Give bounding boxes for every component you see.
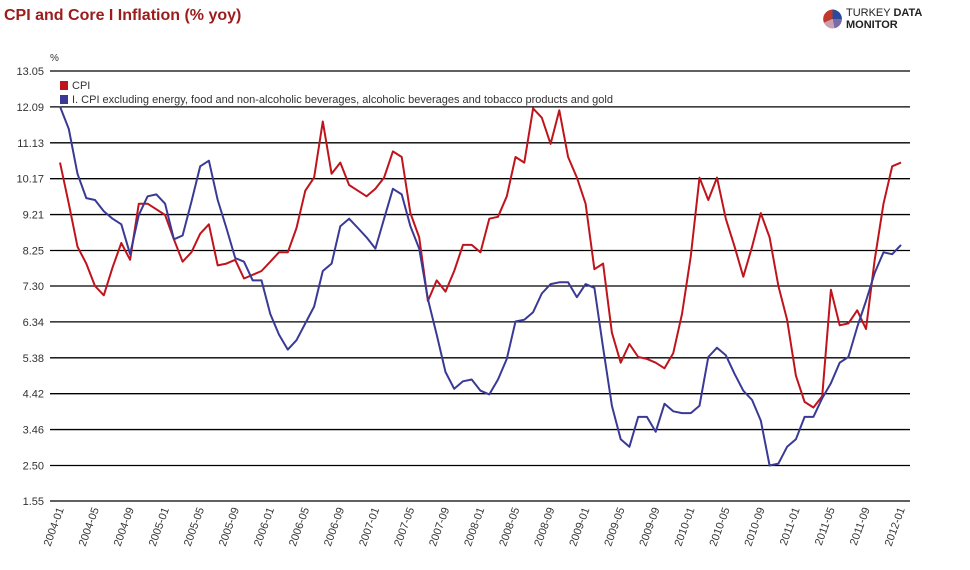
- y-tick-label: 13.05: [16, 66, 44, 78]
- legend-swatch-core-i: [60, 95, 68, 104]
- x-tick-label: 2009-09: [637, 506, 662, 548]
- y-tick-label: 4.42: [23, 389, 44, 401]
- x-tick-label: 2005-01: [147, 506, 172, 548]
- x-tick-label: 2004-01: [42, 506, 67, 548]
- legend-swatch-cpi: [60, 81, 68, 90]
- x-tick-label: 2005-09: [217, 506, 242, 548]
- y-tick-label: 6.34: [23, 317, 44, 329]
- series-lines: [59, 106, 902, 467]
- pie-logo-icon: [823, 9, 842, 29]
- x-tick-label: 2011-09: [848, 506, 873, 547]
- x-tick-label: 2010-05: [708, 506, 733, 548]
- x-tick-label: 2009-05: [602, 506, 627, 548]
- cpi-line: [59, 107, 902, 409]
- core-i-line: [59, 106, 902, 467]
- x-tick-label: 2011-01: [778, 506, 803, 547]
- turkey-data-monitor-logo: TURKEY DATA MONITOR: [823, 7, 970, 31]
- x-tick-label: 2007-05: [392, 506, 417, 548]
- y-axis-unit-label: %: [50, 53, 59, 64]
- legend-label-core-i: I. CPI excluding energy, food and non-al…: [72, 94, 613, 106]
- y-tick-label: 3.46: [23, 425, 44, 437]
- legend-item-cpi: CPI: [60, 79, 613, 93]
- x-tick-labels: 2004-01 2004-05 2004-09 2005-01 2005-05 2005-…: [42, 506, 908, 548]
- y-tick-label: 12.09: [16, 102, 44, 114]
- x-tick-label: 2008-09: [532, 506, 557, 548]
- y-tick-label: 11.13: [17, 138, 44, 150]
- x-tick-label: 2008-05: [497, 506, 522, 548]
- legend: CPI I. CPI excluding energy, food and no…: [60, 79, 613, 107]
- y-tick-label: 7.30: [23, 281, 44, 293]
- chart-title: CPI and Core I Inflation (% yoy): [4, 7, 242, 24]
- x-tick-label: 2010-09: [743, 506, 768, 548]
- x-tick-label: 2004-09: [112, 506, 137, 548]
- x-tick-label: 2006-05: [287, 506, 312, 548]
- gridlines: [50, 70, 910, 502]
- x-tick-label: 2005-05: [182, 506, 207, 548]
- y-tick-label: 10.17: [16, 174, 44, 186]
- y-tick-label: 5.38: [23, 353, 44, 365]
- x-tick-label: 2009-01: [567, 506, 592, 548]
- logo-text-light: TURKEY: [845, 7, 891, 19]
- x-tick-label: 2006-01: [252, 506, 277, 548]
- legend-item-core-i: I. CPI excluding energy, food and non-al…: [60, 93, 613, 107]
- x-tick-label: 2008-01: [462, 506, 487, 548]
- y-tick-label: 9.21: [23, 210, 44, 222]
- x-tick-label: 2012-01: [883, 506, 908, 548]
- x-tick-label: 2004-05: [77, 506, 102, 548]
- y-tick-label: 2.50: [23, 460, 44, 472]
- x-tick-label: 2006-09: [322, 506, 347, 548]
- x-tick-label: 2011-05: [813, 506, 838, 547]
- y-tick-label: 1.55: [23, 496, 44, 508]
- legend-label-cpi: CPI: [72, 80, 91, 92]
- x-tick-label: 2007-01: [357, 506, 382, 548]
- x-tick-label: 2010-01: [672, 506, 697, 548]
- x-tick-label: 2007-09: [427, 506, 452, 548]
- y-tick-label: 8.25: [23, 245, 44, 257]
- logo-text-bold: DATA MONITOR: [845, 7, 922, 31]
- y-tick-labels: 13.05 12.09 11.13 10.17 9.21 8.25 7.30 6.34 5.38…: [16, 66, 44, 508]
